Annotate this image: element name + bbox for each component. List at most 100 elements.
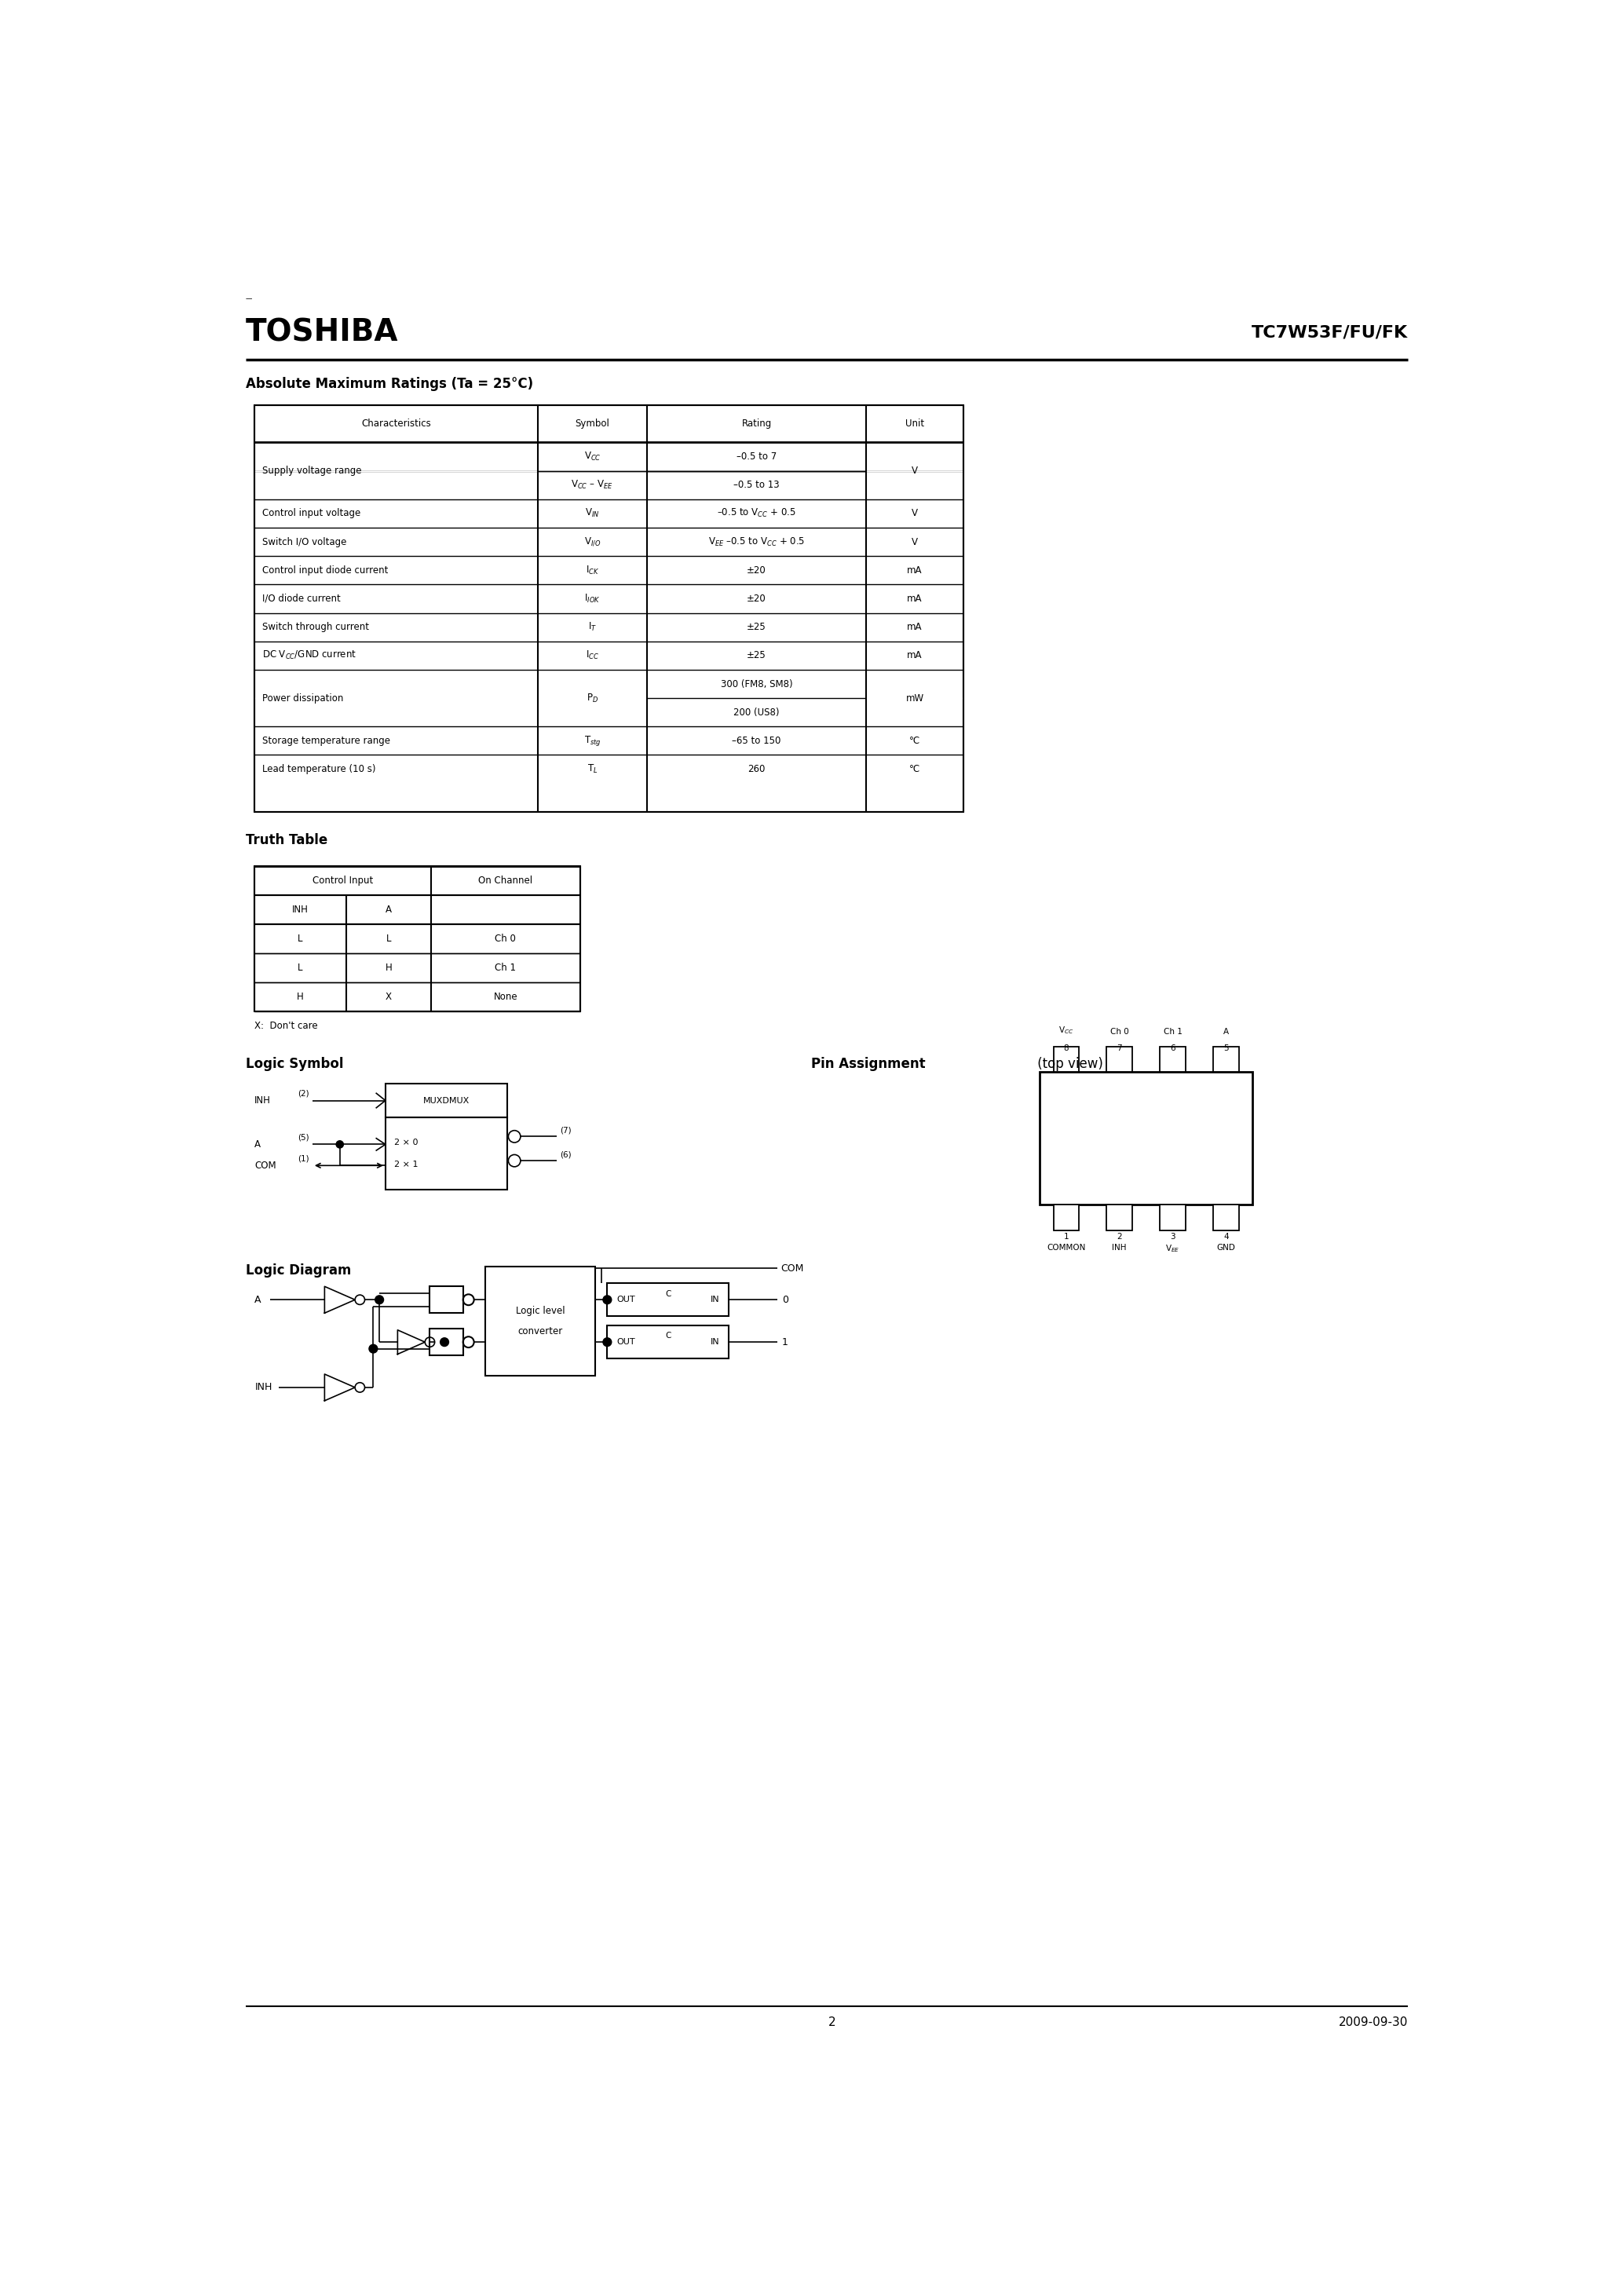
Text: X: X <box>385 992 391 1001</box>
Text: (5): (5) <box>299 1134 310 1141</box>
Text: A: A <box>1224 1029 1229 1035</box>
Text: DC V$_{CC}$/GND current: DC V$_{CC}$/GND current <box>261 650 355 661</box>
Text: V$_{I/O}$: V$_{I/O}$ <box>584 535 601 549</box>
Text: (1): (1) <box>299 1155 310 1162</box>
Text: Ch 1: Ch 1 <box>1164 1029 1182 1035</box>
Text: Switch through current: Switch through current <box>261 622 368 631</box>
Bar <box>1107 1047 1133 1072</box>
Text: V$_{IN}$: V$_{IN}$ <box>584 507 599 519</box>
Text: –0.5 to 13: –0.5 to 13 <box>734 480 779 489</box>
Bar <box>607 1283 729 1316</box>
Text: OUT: OUT <box>617 1295 635 1304</box>
Text: –65 to 150: –65 to 150 <box>732 735 781 746</box>
Text: ±20: ±20 <box>747 595 766 604</box>
Text: –0.5 to V$_{CC}$ + 0.5: –0.5 to V$_{CC}$ + 0.5 <box>717 507 797 519</box>
Bar <box>1160 1047 1185 1072</box>
Text: (2): (2) <box>299 1088 310 1097</box>
Text: I$_{CK}$: I$_{CK}$ <box>586 565 599 576</box>
Text: converter: converter <box>518 1327 563 1336</box>
Text: V$_{CC}$ – V$_{EE}$: V$_{CC}$ – V$_{EE}$ <box>571 480 613 491</box>
Text: Ch 0: Ch 0 <box>495 934 516 944</box>
Text: 260: 260 <box>748 765 766 774</box>
Bar <box>430 1286 463 1313</box>
Text: V: V <box>912 537 919 546</box>
Text: Logic Diagram: Logic Diagram <box>245 1263 351 1277</box>
Text: Power dissipation: Power dissipation <box>261 693 342 703</box>
Text: (6): (6) <box>560 1150 571 1159</box>
Text: 2 × 0: 2 × 0 <box>394 1139 419 1146</box>
Text: Control Input: Control Input <box>313 875 373 886</box>
Text: 2 × 1: 2 × 1 <box>394 1159 419 1169</box>
Text: On Channel: On Channel <box>479 875 532 886</box>
Text: IN: IN <box>711 1295 721 1304</box>
Text: mA: mA <box>907 650 922 661</box>
Text: Pin Assignment: Pin Assignment <box>812 1056 925 1070</box>
Circle shape <box>336 1141 344 1148</box>
Bar <box>385 1118 506 1189</box>
Text: T$_{stg}$: T$_{stg}$ <box>584 735 601 748</box>
Text: V: V <box>912 507 919 519</box>
Text: 2009-09-30: 2009-09-30 <box>1339 2016 1407 2027</box>
Text: 2: 2 <box>1117 1233 1121 1240</box>
Text: Truth Table: Truth Table <box>245 833 328 847</box>
Text: V$_{EE}$ –0.5 to V$_{CC}$ + 0.5: V$_{EE}$ –0.5 to V$_{CC}$ + 0.5 <box>708 535 805 549</box>
Bar <box>255 404 964 813</box>
Text: mA: mA <box>907 565 922 576</box>
Text: V: V <box>912 466 919 475</box>
Text: mW: mW <box>906 693 923 703</box>
Text: Symbol: Symbol <box>575 418 610 429</box>
Circle shape <box>368 1345 378 1352</box>
Text: Absolute Maximum Ratings (Ta = 25°C): Absolute Maximum Ratings (Ta = 25°C) <box>245 377 532 390</box>
Text: TC7W53F/FU/FK: TC7W53F/FU/FK <box>1251 324 1407 340</box>
Text: 0: 0 <box>782 1295 789 1304</box>
Bar <box>607 1325 729 1359</box>
Text: °C: °C <box>909 735 920 746</box>
Text: ±20: ±20 <box>747 565 766 576</box>
Text: ±25: ±25 <box>747 622 766 631</box>
Text: C: C <box>665 1290 670 1297</box>
Text: I$_{CC}$: I$_{CC}$ <box>586 650 599 661</box>
Text: 7: 7 <box>1117 1045 1121 1052</box>
Text: INH: INH <box>1112 1244 1126 1251</box>
Bar <box>255 866 579 1010</box>
Text: V$_{CC}$: V$_{CC}$ <box>584 450 601 461</box>
Text: L: L <box>386 934 391 944</box>
Text: Lead temperature (10 s): Lead temperature (10 s) <box>261 765 375 774</box>
Text: 2: 2 <box>828 2016 836 2027</box>
Text: Control input voltage: Control input voltage <box>261 507 360 519</box>
Bar <box>430 1329 463 1355</box>
Text: Storage temperature range: Storage temperature range <box>261 735 390 746</box>
Text: Ch 0: Ch 0 <box>1110 1029 1128 1035</box>
Text: 200 (US8): 200 (US8) <box>734 707 779 716</box>
Text: V$_{CC}$: V$_{CC}$ <box>1058 1024 1074 1035</box>
Bar <box>1212 1047 1238 1072</box>
Text: 8: 8 <box>1063 1045 1070 1052</box>
Text: A: A <box>385 905 391 914</box>
Circle shape <box>375 1295 383 1304</box>
Text: I$_{T}$: I$_{T}$ <box>588 622 597 634</box>
Bar <box>1053 1047 1079 1072</box>
Circle shape <box>604 1295 612 1304</box>
Text: Switch I/O voltage: Switch I/O voltage <box>261 537 346 546</box>
Text: 4: 4 <box>1224 1233 1229 1240</box>
Text: COM: COM <box>781 1263 803 1274</box>
Text: L: L <box>297 962 304 974</box>
Text: V$_{EE}$: V$_{EE}$ <box>1165 1244 1180 1254</box>
Circle shape <box>604 1339 612 1345</box>
Text: 300 (FM8, SM8): 300 (FM8, SM8) <box>721 680 792 689</box>
Text: 1: 1 <box>782 1336 789 1348</box>
Text: ±25: ±25 <box>747 650 766 661</box>
Text: 6: 6 <box>1170 1045 1175 1052</box>
Text: 3: 3 <box>1170 1233 1175 1240</box>
Text: OUT: OUT <box>617 1339 635 1345</box>
Text: 5: 5 <box>1224 1045 1229 1052</box>
Bar <box>1107 1205 1133 1231</box>
Text: –0.5 to 7: –0.5 to 7 <box>737 452 777 461</box>
Text: COM: COM <box>255 1159 276 1171</box>
Text: L: L <box>297 934 304 944</box>
Text: (7): (7) <box>560 1127 571 1134</box>
Text: °C: °C <box>909 765 920 774</box>
Bar <box>1053 1205 1079 1231</box>
Bar <box>385 1084 506 1118</box>
Text: 1: 1 <box>1063 1233 1070 1240</box>
